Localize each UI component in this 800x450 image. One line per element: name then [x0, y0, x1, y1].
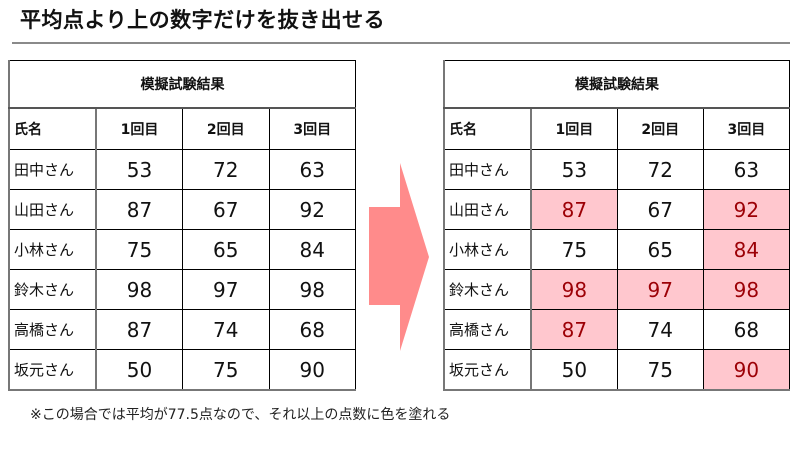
score-cell: 97 — [182, 269, 270, 310]
table-row: 田中さん 53 72 63 — [443, 149, 791, 190]
highlighted-score-cell: 84 — [702, 229, 791, 270]
header-round-2: 2回目 — [182, 107, 270, 150]
right-arrow-icon — [369, 163, 429, 351]
table-row: 鈴木さん 98 97 98 — [8, 269, 356, 310]
table-row: 小林さん 75 65 84 — [8, 229, 356, 270]
score-cell: 50 — [530, 349, 618, 391]
score-cell: 98 — [95, 269, 183, 310]
table-caption: 模擬試験結果 — [443, 60, 790, 109]
table-row: 坂元さん 50 75 90 — [8, 349, 356, 391]
table-caption: 模擬試験結果 — [8, 60, 356, 109]
student-name: 山田さん — [8, 189, 97, 230]
title-divider — [12, 42, 790, 44]
table-row: 山田さん 87 67 92 — [443, 189, 791, 230]
table-row: 田中さん 53 72 63 — [8, 149, 356, 190]
score-cell: 72 — [182, 149, 270, 190]
table-row: 高橋さん 87 74 68 — [8, 309, 356, 350]
table-row: 高橋さん 87 74 68 — [443, 309, 791, 350]
score-cell: 92 — [268, 189, 356, 230]
header-name: 氏名 — [8, 107, 97, 150]
student-name: 高橋さん — [8, 309, 97, 350]
score-cell: 68 — [702, 309, 791, 350]
header-round-1: 1回目 — [530, 107, 618, 150]
student-name: 坂元さん — [443, 349, 532, 391]
footnote: ※この場合では平均が77.5点なので、それ以上の点数に色を塗れる — [30, 407, 451, 423]
score-cell: 63 — [702, 149, 791, 190]
highlighted-score-cell: 97 — [616, 269, 704, 310]
highlighted-score-cell: 92 — [702, 189, 791, 230]
score-cell: 74 — [182, 309, 270, 350]
student-name: 坂元さん — [8, 349, 97, 391]
score-cell: 74 — [616, 309, 704, 350]
score-cell: 67 — [616, 189, 704, 230]
score-cell: 50 — [95, 349, 183, 391]
table-row: 小林さん 75 65 84 — [443, 229, 791, 270]
table-row: 山田さん 87 67 92 — [8, 189, 356, 230]
score-cell: 84 — [268, 229, 356, 270]
highlighted-score-cell: 87 — [530, 189, 618, 230]
student-name: 山田さん — [443, 189, 532, 230]
table-row: 坂元さん 50 75 90 — [443, 349, 791, 391]
score-cell: 63 — [268, 149, 356, 190]
score-cell: 53 — [95, 149, 183, 190]
page-title: 平均点より上の数字だけを抜き出せる — [20, 8, 386, 32]
highlighted-score-cell: 98 — [702, 269, 791, 310]
score-cell: 72 — [616, 149, 704, 190]
student-name: 小林さん — [8, 229, 97, 270]
header-name: 氏名 — [443, 107, 532, 150]
score-cell: 65 — [616, 229, 704, 270]
score-cell: 75 — [616, 349, 704, 391]
header-round-3: 3回目 — [702, 107, 791, 150]
student-name: 小林さん — [443, 229, 532, 270]
highlighted-score-cell: 90 — [702, 349, 791, 391]
score-cell: 68 — [268, 309, 356, 350]
header-round-2: 2回目 — [616, 107, 704, 150]
score-cell: 75 — [182, 349, 270, 391]
header-round-1: 1回目 — [95, 107, 183, 150]
student-name: 田中さん — [8, 149, 97, 190]
student-name: 鈴木さん — [443, 269, 532, 310]
student-name: 田中さん — [443, 149, 532, 190]
score-cell: 53 — [530, 149, 618, 190]
score-cell: 98 — [268, 269, 356, 310]
highlighted-score-cell: 98 — [530, 269, 618, 310]
highlighted-score-cell: 87 — [530, 309, 618, 350]
original-score-table: 模擬試験結果 氏名 1回目 2回目 3回目 田中さん 53 72 63 山田さん… — [8, 60, 356, 391]
score-cell: 75 — [95, 229, 183, 270]
highlighted-score-table: 模擬試験結果 氏名 1回目 2回目 3回目 田中さん 53 72 63 山田さん… — [443, 60, 791, 391]
student-name: 鈴木さん — [8, 269, 97, 310]
score-cell: 75 — [530, 229, 618, 270]
score-cell: 90 — [268, 349, 356, 391]
score-cell: 67 — [182, 189, 270, 230]
score-cell: 87 — [95, 189, 183, 230]
score-cell: 65 — [182, 229, 270, 270]
table-row: 鈴木さん 98 97 98 — [443, 269, 791, 310]
score-cell: 87 — [95, 309, 183, 350]
student-name: 高橋さん — [443, 309, 532, 350]
header-round-3: 3回目 — [268, 107, 356, 150]
